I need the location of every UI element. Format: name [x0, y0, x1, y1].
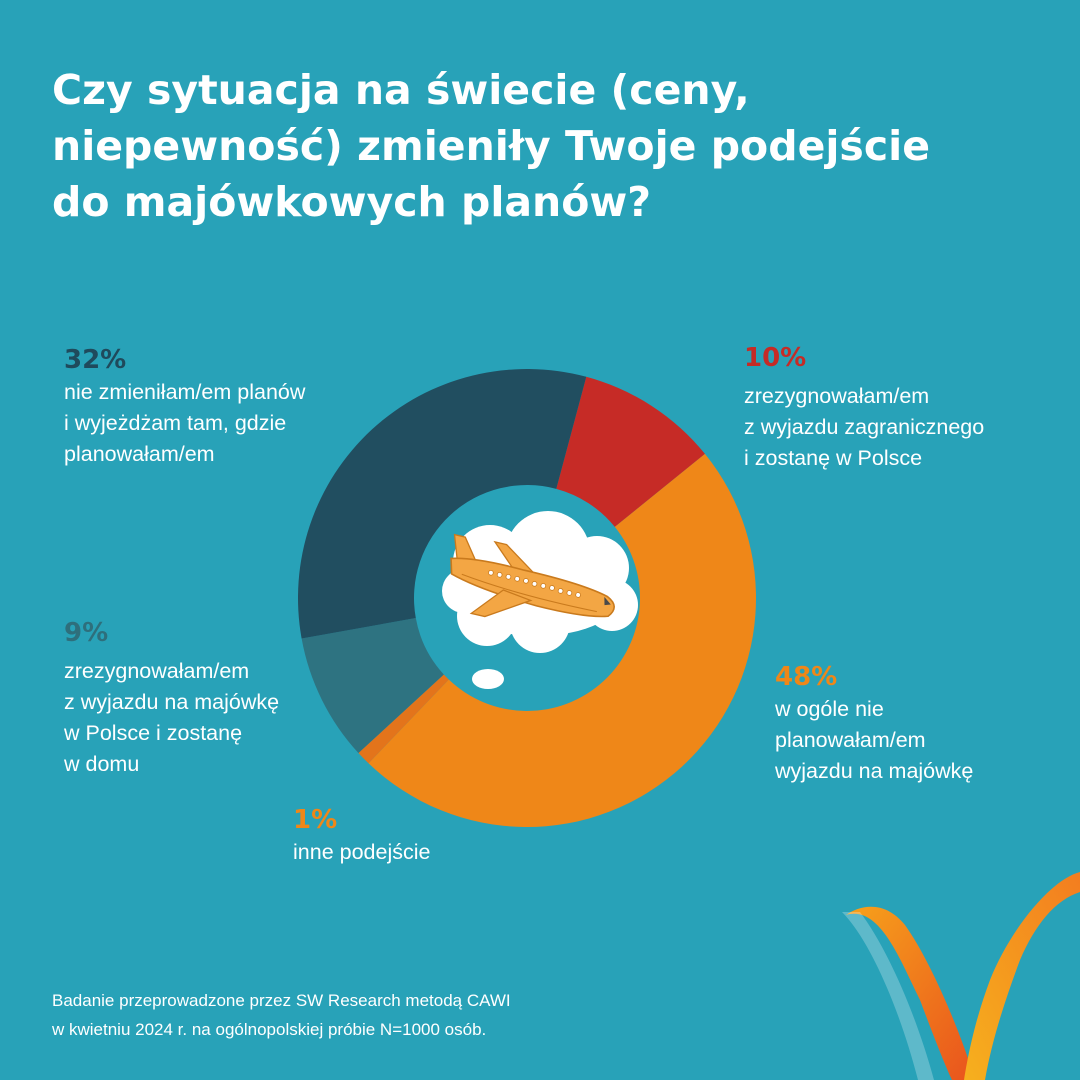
page-title: Czy sytuacja na świecie (ceny, niepewnoś…: [52, 62, 1012, 230]
donut-slice-32-percent: [298, 369, 587, 639]
label-10-line: i zostanę w Polsce: [744, 446, 923, 470]
donut-slice-10-percent: [556, 376, 705, 527]
label-10: 10% zrezygnowałam/em z wyjazdu zagranicz…: [744, 341, 984, 474]
label-1: 1% inne podejście: [293, 803, 430, 868]
label-48-line: planowałam/em: [775, 728, 926, 752]
label-10-line: zrezygnowałam/em: [744, 384, 930, 408]
label-1-line: inne podejście: [293, 840, 431, 864]
label-48-percent: 48%: [775, 662, 838, 692]
donut-slice-48-percent: [368, 453, 757, 828]
label-32: 32% nie zmieniłam/em planów i wyjeżdżam …: [64, 343, 305, 470]
title-line: niepewność) zmieniły Twoje podejście: [52, 122, 930, 170]
label-48: 48% w ogóle nie planowałam/em wyjazdu na…: [775, 660, 973, 787]
label-9-line: z wyjazdu na majówkę: [64, 690, 280, 714]
label-32-line: i wyjeżdżam tam, gdzie: [64, 411, 287, 435]
label-9-percent: 9%: [64, 618, 109, 648]
donut-slice-9-percent: [301, 618, 444, 754]
label-9-line: zrezygnowałam/em: [64, 659, 250, 683]
footnote: Badanie przeprowadzone przez SW Research…: [52, 986, 511, 1044]
label-9: 9% zrezygnowałam/em z wyjazdu na majówkę…: [64, 616, 279, 780]
donut-slices: [298, 369, 757, 828]
label-1-percent: 1%: [293, 805, 338, 835]
label-10-line: z wyjazdu zagranicznego: [744, 415, 985, 439]
label-32-line: planowałam/em: [64, 442, 215, 466]
title-line: do majówkowych planów?: [52, 178, 652, 226]
footnote-line: Badanie przeprowadzone przez SW Research…: [52, 991, 511, 1010]
label-48-line: w ogóle nie: [775, 697, 884, 721]
airplane-in-thought-cloud-icon: [442, 511, 638, 689]
footnote-line: w kwietniu 2024 r. na ogólnopolskiej pró…: [52, 1020, 487, 1039]
label-9-line: w Polsce i zostanę: [64, 721, 243, 745]
donut-slice-1-percent: [358, 674, 449, 764]
label-10-percent: 10%: [744, 343, 807, 373]
label-32-line: nie zmieniłam/em planów: [64, 380, 306, 404]
label-48-line: wyjazdu na majówkę: [775, 759, 974, 783]
title-line: Czy sytuacja na świecie (ceny,: [52, 66, 750, 114]
label-32-percent: 32%: [64, 345, 127, 375]
label-9-line: w domu: [64, 752, 140, 776]
